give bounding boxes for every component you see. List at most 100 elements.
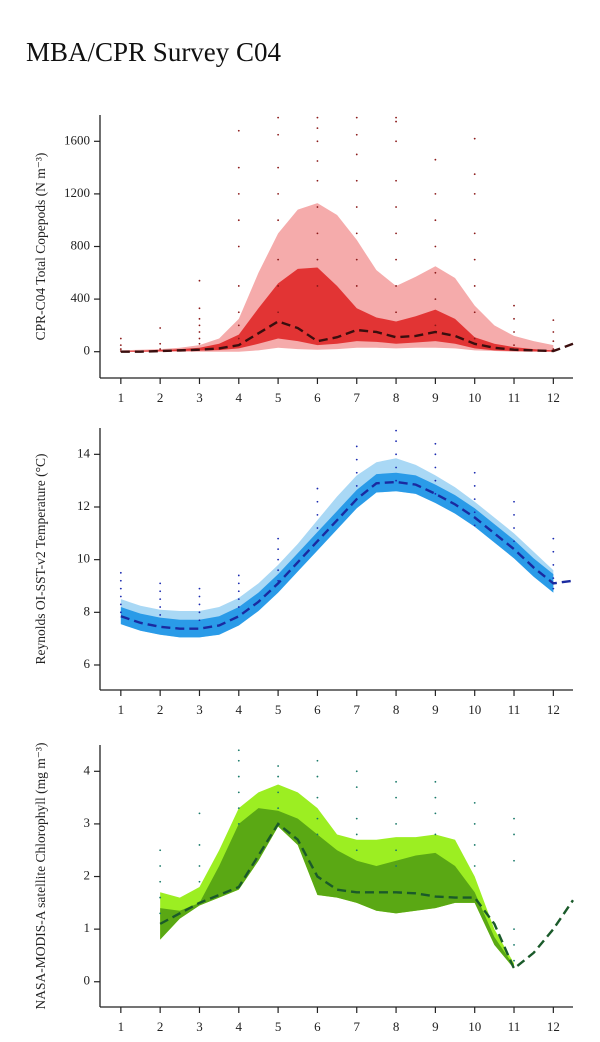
data-point <box>119 595 122 598</box>
band <box>120 458 554 638</box>
data-point <box>395 466 397 469</box>
data-point <box>355 770 358 773</box>
data-point <box>237 749 240 752</box>
y-tick-label: 1600 <box>64 132 90 147</box>
data-point <box>316 775 319 778</box>
data-point <box>552 564 555 566</box>
data-point <box>473 173 476 176</box>
data-point <box>277 765 280 767</box>
data-point <box>277 285 280 287</box>
data-point <box>237 590 240 593</box>
data-point <box>198 307 201 310</box>
data-point <box>434 245 437 248</box>
data-point <box>513 513 515 516</box>
data-point <box>434 796 437 799</box>
data-point <box>159 582 162 585</box>
data-point <box>395 258 397 261</box>
data-point <box>513 527 515 529</box>
data-point <box>473 258 476 261</box>
x-tick-label: 9 <box>432 390 439 405</box>
data-point <box>513 331 515 333</box>
data-point <box>552 340 555 343</box>
data-point <box>513 344 515 347</box>
data-point <box>473 337 476 340</box>
data-point <box>395 140 397 143</box>
x-tick-label: 6 <box>314 390 321 405</box>
x-tick-label: 3 <box>196 1019 203 1034</box>
data-point <box>237 791 240 794</box>
data-point <box>395 311 397 314</box>
data-point <box>277 133 280 136</box>
x-tick-label: 5 <box>275 702 282 717</box>
x-tick-label: 11 <box>508 702 521 717</box>
y-tick-label: 0 <box>84 343 91 358</box>
data-point <box>434 833 437 836</box>
data-point <box>237 775 240 778</box>
data-point <box>277 311 280 314</box>
data-point <box>316 285 319 287</box>
data-point <box>277 219 280 222</box>
data-point <box>316 817 319 820</box>
data-point <box>513 944 515 946</box>
x-tick-label: 5 <box>275 1019 282 1034</box>
median-line <box>120 320 574 353</box>
data-point <box>473 285 476 287</box>
y-tick-label: 14 <box>77 445 91 460</box>
data-point <box>355 458 358 461</box>
data-point <box>198 619 201 622</box>
x-tick-label: 7 <box>353 1019 360 1034</box>
data-point <box>237 311 240 314</box>
x-tick-label: 10 <box>468 390 481 405</box>
x-tick-label: 8 <box>393 390 400 405</box>
data-point <box>316 833 319 836</box>
data-point <box>198 342 201 345</box>
data-point <box>159 327 162 329</box>
data-point <box>159 865 162 867</box>
x-tick-label: 8 <box>393 702 400 717</box>
y-tick-label: 8 <box>84 603 91 618</box>
data-point <box>237 219 240 222</box>
data-point <box>237 337 240 340</box>
data-point <box>316 796 319 799</box>
data-point <box>277 166 280 169</box>
x-tick-label: 10 <box>468 1019 481 1034</box>
data-point <box>473 511 476 514</box>
data-point <box>355 206 358 208</box>
data-point <box>552 550 555 553</box>
data-point <box>552 348 555 350</box>
y-axis-label: Reynolds OI-SST-v2 Temperature (°C) <box>33 453 48 664</box>
data-point <box>237 582 240 585</box>
data-point <box>277 807 280 810</box>
data-point <box>277 558 280 561</box>
data-point <box>119 579 122 582</box>
data-point <box>355 445 358 448</box>
data-point <box>395 823 397 825</box>
data-point <box>434 193 437 195</box>
data-point <box>395 116 397 119</box>
data-point <box>473 498 476 500</box>
data-point <box>434 219 437 222</box>
data-point <box>434 492 437 495</box>
x-tick-label: 5 <box>275 390 282 405</box>
data-point <box>473 232 476 235</box>
data-point <box>198 844 201 846</box>
data-point <box>552 331 555 333</box>
x-tick-label: 10 <box>468 702 481 717</box>
data-point <box>237 245 240 248</box>
x-tick-label: 2 <box>157 1019 164 1034</box>
data-point <box>198 611 201 614</box>
data-point <box>237 606 240 608</box>
data-point <box>316 500 319 503</box>
x-tick-label: 12 <box>547 702 560 717</box>
y-tick-label: 400 <box>71 290 91 305</box>
data-point <box>434 298 437 300</box>
data-point <box>355 849 358 852</box>
data-point <box>237 166 240 169</box>
data-point <box>473 844 476 846</box>
data-point <box>355 179 358 182</box>
data-point <box>395 285 397 287</box>
data-point <box>513 959 515 962</box>
data-point <box>316 206 319 208</box>
data-point <box>434 442 437 445</box>
